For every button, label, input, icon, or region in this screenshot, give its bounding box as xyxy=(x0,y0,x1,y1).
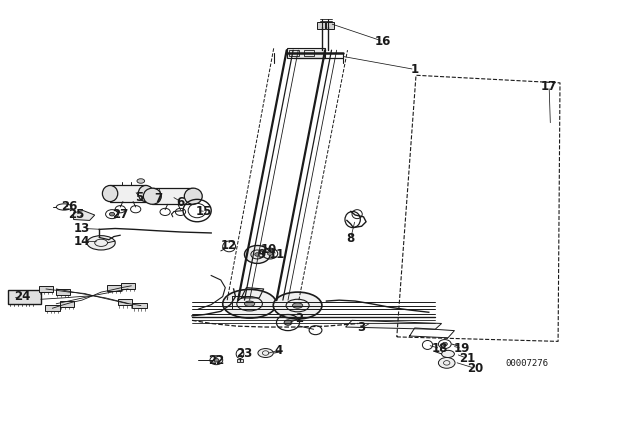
Bar xyxy=(287,48,325,58)
Text: 21: 21 xyxy=(459,352,476,365)
Ellipse shape xyxy=(214,358,219,362)
Ellipse shape xyxy=(438,358,455,368)
Text: 24: 24 xyxy=(14,290,31,303)
Text: 1: 1 xyxy=(411,63,419,76)
Bar xyxy=(107,285,121,291)
Ellipse shape xyxy=(255,253,260,256)
Ellipse shape xyxy=(87,236,115,250)
Ellipse shape xyxy=(273,292,322,319)
Text: 15: 15 xyxy=(195,205,212,218)
Ellipse shape xyxy=(184,188,202,204)
Bar xyxy=(110,185,146,202)
Bar xyxy=(118,299,132,306)
Bar xyxy=(121,283,135,289)
Bar xyxy=(304,50,314,56)
Text: 19: 19 xyxy=(454,342,470,355)
Text: 26: 26 xyxy=(61,199,77,213)
Ellipse shape xyxy=(102,185,118,202)
Ellipse shape xyxy=(268,252,273,255)
Polygon shape xyxy=(346,320,442,329)
Text: 9: 9 xyxy=(257,248,265,261)
Bar xyxy=(289,50,299,56)
Text: 22: 22 xyxy=(208,354,225,367)
Ellipse shape xyxy=(244,301,255,306)
Text: 3: 3 xyxy=(358,321,365,335)
Text: 25: 25 xyxy=(68,207,85,221)
Ellipse shape xyxy=(137,179,145,183)
Text: 5: 5 xyxy=(136,190,143,204)
Ellipse shape xyxy=(284,320,292,325)
Bar xyxy=(45,306,60,311)
Text: 6: 6 xyxy=(177,196,184,209)
Text: 12: 12 xyxy=(221,239,237,252)
Bar xyxy=(237,359,243,362)
Bar xyxy=(317,22,325,29)
Text: 7: 7 xyxy=(155,191,163,205)
Text: 8: 8 xyxy=(347,232,355,245)
Ellipse shape xyxy=(138,185,154,202)
Bar xyxy=(60,301,74,306)
Text: 20: 20 xyxy=(467,362,483,375)
Text: 18: 18 xyxy=(432,342,449,355)
Bar xyxy=(56,289,70,295)
Bar xyxy=(152,188,193,204)
Ellipse shape xyxy=(109,212,115,216)
Text: 00007276: 00007276 xyxy=(506,359,548,368)
Ellipse shape xyxy=(442,342,447,346)
Text: 10: 10 xyxy=(260,243,277,257)
Ellipse shape xyxy=(442,350,454,358)
Text: 16: 16 xyxy=(374,34,391,48)
Ellipse shape xyxy=(292,303,303,308)
Ellipse shape xyxy=(143,188,161,204)
Ellipse shape xyxy=(223,289,276,318)
Bar xyxy=(326,22,334,29)
Text: 4: 4 xyxy=(275,344,282,357)
Text: 13: 13 xyxy=(74,222,90,235)
Polygon shape xyxy=(74,211,95,220)
Text: 11: 11 xyxy=(268,248,285,261)
Text: 23: 23 xyxy=(236,347,253,361)
Text: 14: 14 xyxy=(74,234,90,248)
Bar xyxy=(132,303,147,308)
Bar xyxy=(39,286,53,292)
Text: 2: 2 xyxy=(296,311,303,325)
Ellipse shape xyxy=(258,349,273,358)
Ellipse shape xyxy=(244,246,270,263)
Text: 17: 17 xyxy=(541,79,557,93)
Bar xyxy=(8,290,41,304)
Text: 27: 27 xyxy=(112,207,129,221)
